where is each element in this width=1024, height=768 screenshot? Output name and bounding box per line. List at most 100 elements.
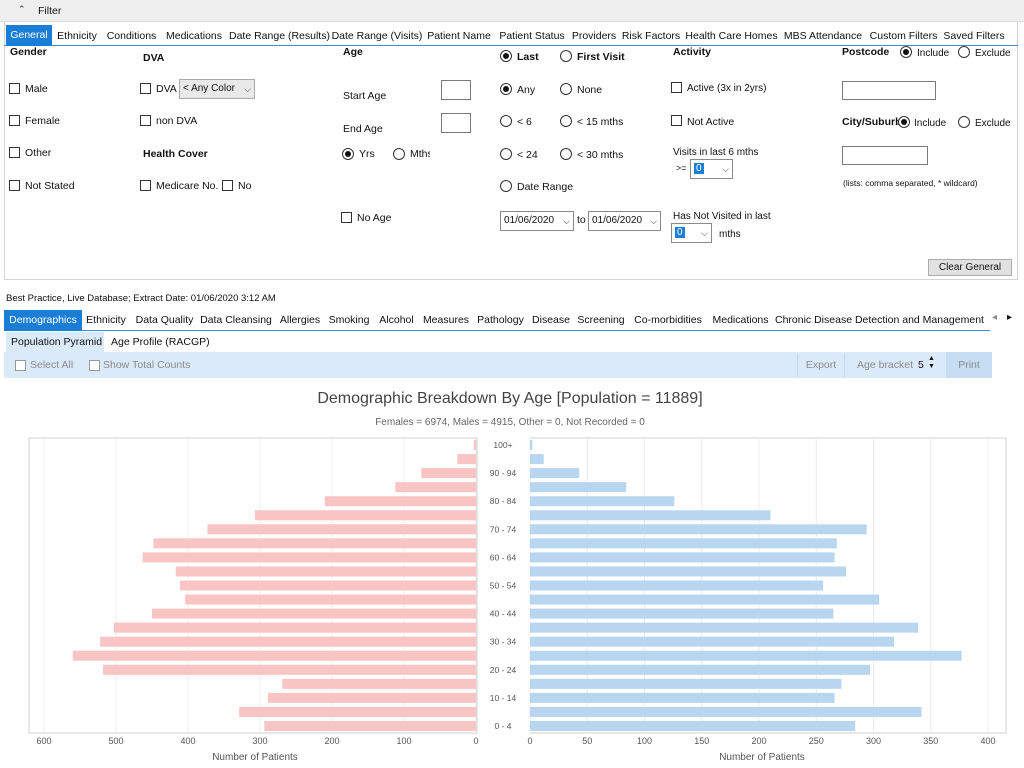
tab-medications-report[interactable]: Medications [712,314,769,326]
lt6-radio[interactable] [500,115,512,127]
city-include-radio[interactable] [898,116,910,128]
postcode-input[interactable] [842,81,936,100]
tab-health-care-homes[interactable]: Health Care Homes [685,30,778,42]
tab-data-cleansing[interactable]: Data Cleansing [200,314,272,326]
collapse-chevron-icon[interactable]: ⌃ [18,4,26,14]
none-radio[interactable] [560,83,572,95]
male-bar [530,524,867,535]
chart-title: Demographic Breakdown By Age [Population… [317,390,702,407]
female-bar [324,496,476,507]
show-total-checkbox[interactable] [89,360,100,371]
tab-general[interactable]: General [6,25,52,46]
not-stated-checkbox[interactable] [9,180,20,191]
tab-medications[interactable]: Medications [165,30,223,42]
medicare-checkbox[interactable] [140,180,151,191]
tab-disease[interactable]: Disease [532,314,570,326]
date-range-radio[interactable] [500,180,512,192]
any-label: Any [517,84,536,96]
to-date-picker[interactable]: 01/06/2020 ⌵ [588,211,661,231]
tab-custom-filters[interactable]: Custom Filters [869,30,938,42]
active-checkbox[interactable] [671,82,682,93]
tab-providers[interactable]: Providers [571,30,617,42]
tab-risk-factors[interactable]: Risk Factors [621,30,681,42]
lt30-radio[interactable] [560,148,572,160]
any-radio[interactable] [500,83,512,95]
tab-alcohol[interactable]: Alcohol [379,314,414,326]
tab-mbs-attendance[interactable]: MBS Attendance [783,30,863,42]
city-include-label: Include [914,118,947,129]
first-visit-radio[interactable] [560,50,572,62]
tab-date-range-results[interactable]: Date Range (Results) [229,30,330,42]
not-visited-select[interactable]: 0 ⌵ [671,223,712,243]
gender-heading: Gender [10,46,47,58]
age-category-label: 20 - 24 [490,665,517,675]
visits-count-select[interactable]: 0 ⌵ [690,159,733,179]
city-heading: City/Suburb [842,116,902,128]
tab-allergies[interactable]: Allergies [279,314,321,326]
tab-demographics[interactable]: Demographics [4,310,82,331]
city-exclude-radio[interactable] [958,116,970,128]
tab-patient-status[interactable]: Patient Status [499,30,565,42]
tab-smoking[interactable]: Smoking [328,314,370,326]
age-bracket-value[interactable]: 5 [918,359,924,371]
right-tick-label: 400 [980,736,995,746]
yrs-radio[interactable] [342,148,354,160]
scroll-right-icon[interactable]: ▸ [1007,312,1013,323]
end-age-input[interactable] [441,113,471,133]
activity-heading: Activity [673,46,711,58]
tab-ethnicity[interactable]: Ethnicity [57,30,97,42]
last-radio[interactable] [500,50,512,62]
no-age-checkbox[interactable] [341,212,352,223]
visits-label: Visits in last 6 mths [673,147,759,158]
tab-chronic-disease[interactable]: Chronic Disease Detection and Management [775,314,984,326]
tab-conditions[interactable]: Conditions [106,30,157,42]
no-medicare-checkbox[interactable] [222,180,233,191]
male-bar [530,622,919,633]
print-button[interactable]: Print [946,352,992,378]
dva-checkbox[interactable] [140,83,151,94]
age-category-label: 100+ [493,440,512,450]
subtab-population-pyramid[interactable]: Population Pyramid [6,332,104,352]
not-active-checkbox[interactable] [671,115,682,126]
female-bar [239,706,476,717]
tab-pathology[interactable]: Pathology [477,314,524,326]
filter-title: Filter [38,5,62,17]
scroll-left-icon[interactable]: ◂ [992,312,998,323]
tab-measures[interactable]: Measures [422,314,470,326]
tab-co-morbidities[interactable]: Co-morbidities [634,314,702,326]
tab-saved-filters[interactable]: Saved Filters [943,30,1005,42]
female-checkbox[interactable] [9,115,20,126]
right-tick-label: 300 [866,736,881,746]
other-checkbox[interactable] [9,147,20,158]
lt24-radio[interactable] [500,148,512,160]
female-bar [207,524,476,535]
female-bar [100,636,476,647]
select-all-checkbox[interactable] [15,360,26,371]
postcode-include-radio[interactable] [900,46,912,58]
postcode-exclude-radio[interactable] [958,46,970,58]
start-age-input[interactable] [441,80,471,100]
tab-date-range-visits[interactable]: Date Range (Visits) [331,30,423,42]
male-checkbox[interactable] [9,83,20,94]
non-dva-checkbox[interactable] [140,115,151,126]
mths-radio[interactable] [393,148,405,160]
male-bar [530,440,533,451]
subtab-age-profile[interactable]: Age Profile (RACGP) [111,336,210,348]
from-date-picker[interactable]: 01/06/2020 ⌵ [500,211,574,231]
tab-data-quality[interactable]: Data Quality [135,314,194,326]
female-bar [395,482,476,493]
dva-color-select[interactable]: < Any Color ⌵ [179,79,255,99]
postcode-heading: Postcode [842,46,890,58]
gte-label: >= [676,163,687,173]
export-button[interactable]: Export [797,353,845,377]
male-bar [530,650,962,661]
lt15-radio[interactable] [560,115,572,127]
last-label: Last [517,51,539,63]
tab-ethnicity-report[interactable]: Ethnicity [86,314,126,326]
filter-header[interactable]: ⌃ Filter [0,0,1024,22]
clear-general-button[interactable]: Clear General [928,259,1012,276]
tab-screening[interactable]: Screening [577,314,625,326]
tab-patient-name[interactable]: Patient Name [427,30,491,42]
age-bracket-spinner-icon[interactable]: ▲ ▼ [928,355,935,370]
city-input[interactable] [842,146,928,165]
